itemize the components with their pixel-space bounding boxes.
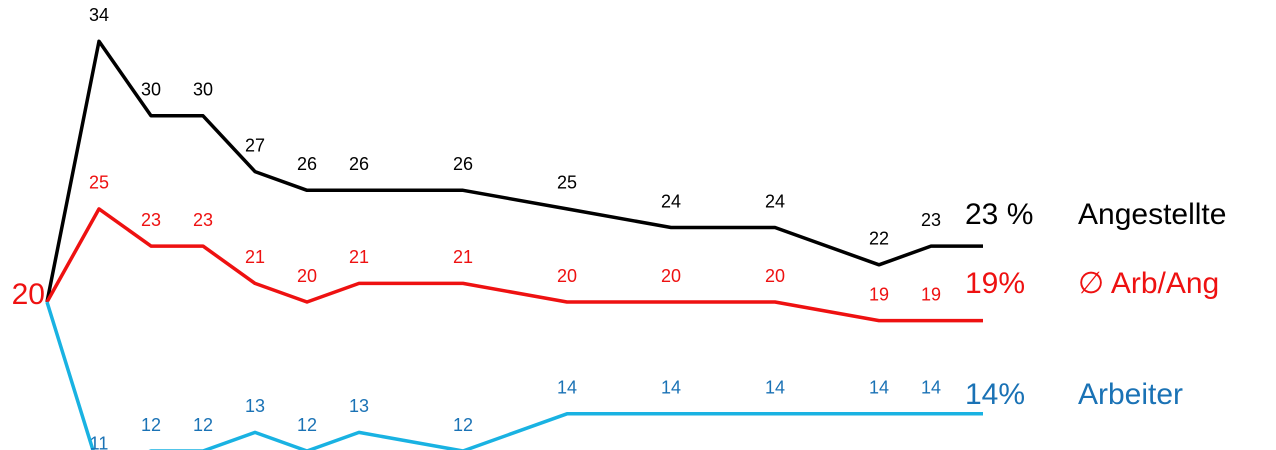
value-label: 20 [765, 266, 785, 286]
value-label: 12 [297, 415, 317, 435]
value-label: 19 [921, 284, 941, 304]
value-label: 14 [921, 378, 941, 398]
end-value-label: 14% [965, 378, 1025, 411]
value-label: 27 [245, 135, 265, 155]
value-label: 12 [141, 415, 161, 435]
value-label: 24 [765, 191, 785, 211]
value-label: 14 [765, 378, 785, 398]
value-label: 21 [453, 247, 473, 267]
end-value-label: 23 % [965, 198, 1033, 231]
value-label: 12 [193, 415, 213, 435]
value-label: 14 [557, 378, 577, 398]
start-value-label: 20 [12, 278, 45, 311]
value-label: 25 [557, 173, 577, 193]
value-label: 23 [141, 210, 161, 230]
value-label: 22 [869, 229, 889, 249]
value-label: 14 [869, 378, 889, 398]
value-label: 21 [245, 247, 265, 267]
series-name: ∅ Arb/Ang [1078, 267, 1219, 300]
value-label: 26 [297, 154, 317, 174]
value-label: 14 [661, 378, 681, 398]
value-label: 23 [193, 210, 213, 230]
value-label: 25 [89, 173, 109, 193]
value-label: 21 [349, 247, 369, 267]
value-label: 13 [245, 396, 265, 416]
value-label: 23 [921, 210, 941, 230]
value-label: 26 [453, 154, 473, 174]
value-label: 30 [141, 80, 161, 100]
value-label: 20 [661, 266, 681, 286]
value-label: 20 [557, 266, 577, 286]
series-name: Arbeiter [1078, 378, 1183, 411]
value-label: 30 [193, 80, 213, 100]
value-label: 12 [453, 415, 473, 435]
end-value-label: 19% [965, 267, 1025, 300]
value-label: 13 [349, 396, 369, 416]
line-series [45, 301, 983, 450]
value-label: 24 [661, 191, 681, 211]
line-series [45, 39, 983, 303]
value-label: 19 [869, 284, 889, 304]
line-series [45, 207, 983, 323]
value-label: 34 [89, 5, 109, 25]
value-label: 11 [90, 433, 109, 450]
value-label: 26 [349, 154, 369, 174]
value-label: 20 [297, 266, 317, 286]
series-name: Angestellte [1078, 198, 1226, 231]
